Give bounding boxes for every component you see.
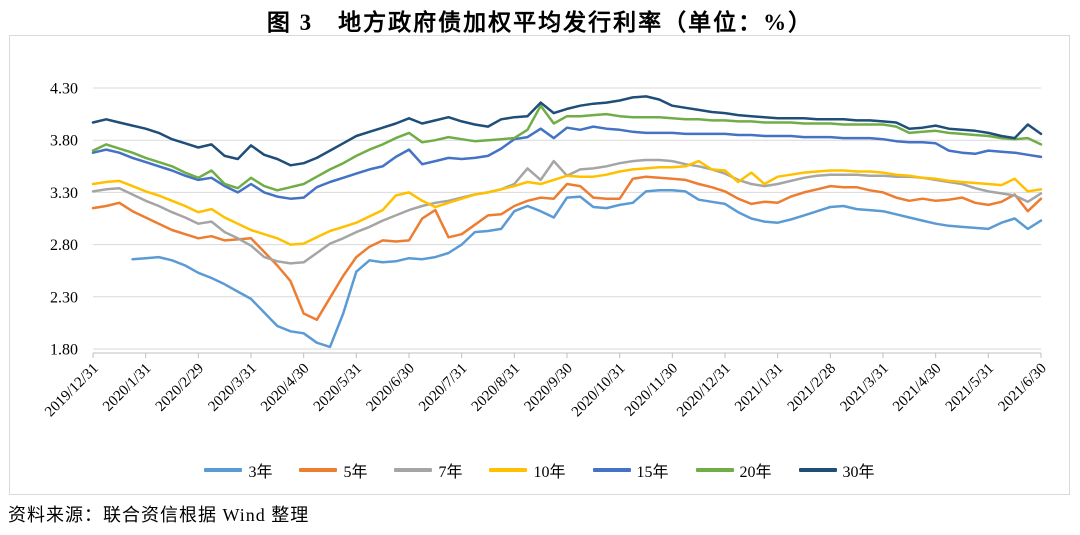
legend-item-7年: 7年: [394, 458, 462, 482]
series-line-30年: [91, 95, 1043, 167]
x-tick-label: 2020/4/30: [258, 361, 312, 415]
x-tick-label: 2020/11/30: [622, 361, 681, 420]
x-tick-label: 2020/5/31: [311, 361, 365, 415]
series-line-15年: [91, 125, 1043, 200]
legend-item-10年: 10年: [489, 458, 566, 482]
x-tick-label: 2020/1/31: [100, 361, 154, 415]
x-tick-label: 2021/6/30: [995, 361, 1049, 415]
legend-swatch: [299, 468, 338, 472]
y-tick-label: 1.80: [50, 342, 78, 359]
legend: 3年 5年 7年 10年 15年 20年 30年: [10, 458, 1069, 482]
legend-label: 20年: [739, 464, 772, 481]
chart-title: 图 3 地方政府债加权平均发行利率（单位：%）: [266, 10, 814, 35]
x-tick-label: 2021/1/31: [732, 361, 786, 415]
y-tick-label: 3.80: [50, 133, 78, 150]
legend-label: 15年: [636, 464, 669, 481]
x-tick-label: 2020/6/30: [363, 361, 417, 415]
legend-swatch: [592, 468, 631, 472]
line-chart: 4.303.803.302.802.301.802019/12/312020/1…: [42, 81, 1050, 421]
x-tick-label: 2020/8/31: [469, 361, 523, 415]
y-tick-label: 4.30: [50, 81, 78, 98]
series-line-5年: [91, 175, 1043, 322]
legend-item-3年: 3年: [204, 458, 272, 482]
x-tick-label: 2021/5/31: [943, 361, 997, 415]
y-tick-label: 3.30: [50, 185, 78, 202]
source-note: 资料来源：联合资信根据 Wind 整理: [8, 505, 310, 525]
legend-swatch: [204, 468, 243, 472]
legend-label: 30年: [842, 464, 875, 481]
legend-label: 3年: [248, 464, 273, 481]
x-tick-label: 2021/2/28: [785, 361, 839, 415]
legend-swatch: [489, 468, 528, 472]
legend-item-30年: 30年: [798, 458, 875, 482]
y-tick-label: 2.80: [50, 237, 78, 254]
x-tick-label: 2020/3/31: [205, 361, 259, 415]
legend-label: 10年: [533, 464, 566, 481]
x-tick-label: 2020/10/31: [569, 361, 629, 421]
chart-area: 4.30 3.80 3.30 2.80 2.30 1.80 2019/12/31 2020/1…: [9, 35, 1070, 495]
x-tick-label: 2021/3/31: [837, 361, 891, 415]
series-line-3年: [131, 189, 1043, 349]
legend-swatch: [394, 468, 433, 472]
legend-label: 7年: [438, 464, 463, 481]
x-tick-label: 2020/12/31: [674, 361, 734, 421]
x-tick-label: 2021/4/30: [890, 361, 944, 415]
x-tick-label: 2020/2/29: [153, 361, 207, 415]
x-tick-label: 2019/12/31: [42, 361, 102, 421]
x-tick-label: 2020/9/30: [521, 361, 575, 415]
legend-label: 5年: [343, 464, 368, 481]
x-tick-label: 2020/7/31: [416, 361, 470, 415]
legend-swatch: [695, 468, 734, 472]
legend-item-5年: 5年: [299, 458, 367, 482]
legend-item-20年: 20年: [695, 458, 772, 482]
legend-swatch: [798, 468, 837, 472]
series-line-20年: [91, 104, 1043, 192]
series-line-10年: [91, 159, 1043, 246]
legend-item-15年: 15年: [592, 458, 669, 482]
y-tick-label: 2.30: [50, 289, 78, 306]
